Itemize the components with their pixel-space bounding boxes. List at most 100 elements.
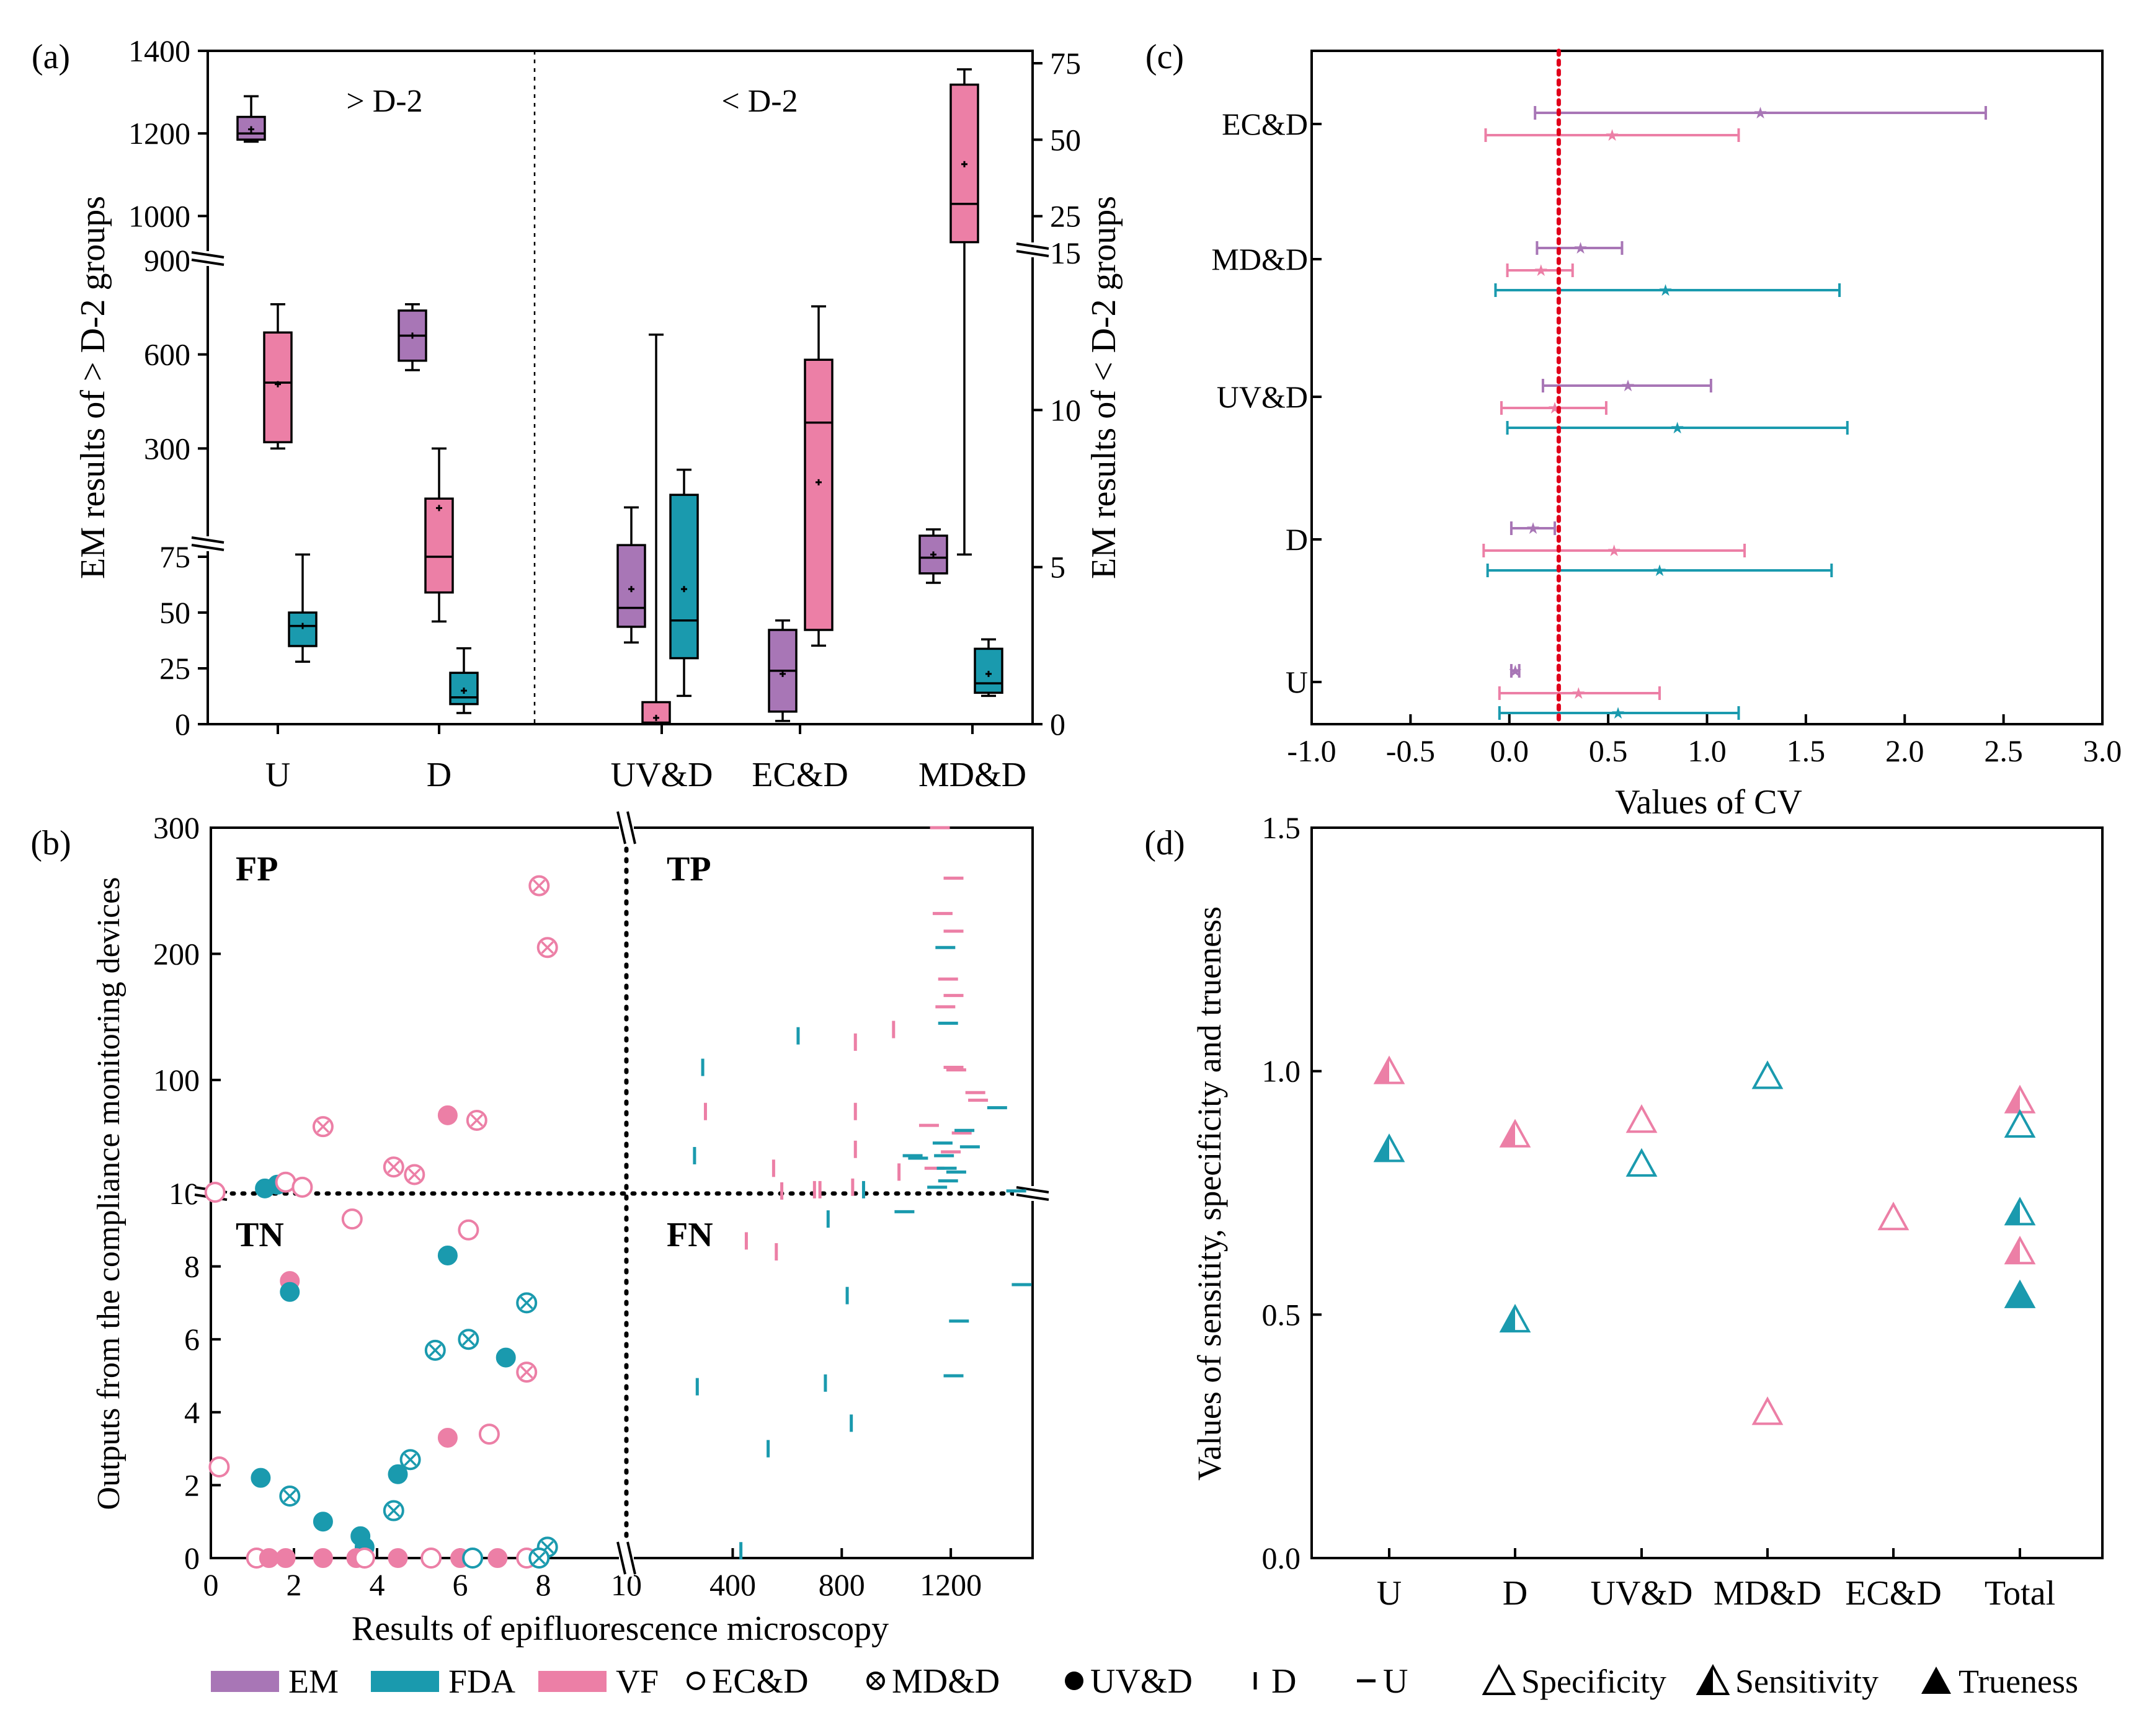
panel-a-label: (a) bbox=[32, 38, 70, 76]
errorbar-UV&D-VF: ★ bbox=[1500, 399, 1607, 417]
errorbar-U-FDA: ★ bbox=[1498, 704, 1740, 722]
legend-label-d: D bbox=[1271, 1662, 1296, 1701]
axis-a-x-tick-label: MD&D bbox=[918, 756, 1026, 794]
errorbar-mean-star: ★ bbox=[1658, 281, 1673, 299]
legend-label-ecd: EC&D bbox=[712, 1662, 809, 1701]
axis-d-x-tick-label: Total bbox=[1985, 1574, 2055, 1613]
marker-cross-2 bbox=[387, 1161, 401, 1174]
metric-point-U-VF-sensitivity bbox=[1373, 1055, 1405, 1084]
panel-c-label: (c) bbox=[1145, 38, 1184, 76]
legend-label-vf: VF bbox=[616, 1663, 659, 1700]
scatter-point-UVD-FDA bbox=[251, 1468, 271, 1488]
axis-d-y-title: Values of sensitity, specificity and tru… bbox=[1191, 906, 1228, 1481]
errorbar-mean-star: ★ bbox=[1508, 662, 1523, 680]
box-iqr bbox=[424, 497, 454, 594]
axis-a-left-tick-label: 300 bbox=[144, 431, 190, 466]
axis-a-right-break-slash-2 bbox=[1016, 250, 1049, 257]
axis-a-left-break-2-slash-2 bbox=[191, 259, 225, 266]
axis-a-left-break-1-slash-2 bbox=[191, 544, 225, 551]
box-UV&D-VF bbox=[641, 333, 671, 725]
scatter-point-MDD-VF bbox=[536, 937, 558, 959]
marker-cross-2 bbox=[462, 1332, 475, 1346]
errorbar-MD&D-VF: ★ bbox=[1506, 262, 1574, 280]
scatter-point-ECD-VF bbox=[208, 1456, 230, 1477]
box-iqr bbox=[804, 358, 834, 631]
scatter-point-MDD-VF bbox=[516, 1362, 538, 1383]
axis-a-x-tick-label: UV&D bbox=[611, 756, 713, 794]
errorbar-D-VF: ★ bbox=[1482, 542, 1746, 560]
scatter-point-MDD-FDA bbox=[279, 1486, 301, 1507]
axis-a-right-tick-label: 15 bbox=[1050, 236, 1081, 270]
scatter-point-ECD-VF bbox=[341, 1208, 363, 1230]
panel-c: (c) -1.0 -0.5 0.0 0.5 1.0 1.5 2.0 2.5 3.0 Values o… bbox=[1145, 38, 2122, 822]
marker-cross-2 bbox=[869, 1675, 882, 1687]
axis-a-left-tick-label: 600 bbox=[144, 337, 190, 372]
axis-d-x-tick-label: EC&D bbox=[1845, 1574, 1942, 1613]
quadrant-label-fn: FN bbox=[667, 1216, 713, 1254]
axis-c-x-tick-label: 2.5 bbox=[1984, 733, 2023, 768]
axis-b-bottom-break-slash-2 bbox=[626, 1541, 636, 1575]
axis-b-y-tick-label: 2 bbox=[184, 1468, 200, 1502]
axis-d-x-tick-label: U bbox=[1377, 1574, 1402, 1613]
scatter-point-UVD-FDA bbox=[280, 1282, 300, 1302]
axis-c-x-tick-label: 2.0 bbox=[1885, 733, 1924, 768]
axis-b-right-break bbox=[1014, 1186, 1051, 1201]
scatter-point-MDD-FDA bbox=[516, 1292, 538, 1314]
errorbar-U-VF: ★ bbox=[1498, 684, 1661, 702]
axis-b-right-break-slash-2 bbox=[1016, 1194, 1049, 1201]
errorbar-mean-star: ★ bbox=[1605, 126, 1619, 144]
legend-label-uvd: UV&D bbox=[1090, 1662, 1193, 1701]
axis-a-left-tick-label: 1200 bbox=[128, 116, 190, 151]
box-iqr bbox=[974, 647, 1003, 694]
errorbar-EC&D-VF: ★ bbox=[1484, 126, 1740, 144]
marker-half-fill bbox=[2006, 1087, 2020, 1112]
axis-b-y-title: Outputs from the compliance monitoring d… bbox=[91, 877, 127, 1510]
marker-cross-2 bbox=[408, 1168, 421, 1181]
axis-c-y-tick-label: U bbox=[1286, 665, 1308, 699]
legend-label-fda: FDA bbox=[448, 1663, 515, 1700]
axis-d-y-tick-label: 1.5 bbox=[1262, 810, 1301, 845]
axis-a-x-tick-label: U bbox=[265, 756, 290, 794]
axis-a-right-break-slash-1 bbox=[1016, 242, 1049, 250]
scatter-point-MDD-FDA bbox=[383, 1500, 404, 1521]
box-UV&D-EM bbox=[616, 506, 646, 644]
scatter-point-UVD-VF bbox=[313, 1548, 333, 1568]
box-D-EM bbox=[398, 303, 427, 371]
axis-b-y-tick-label: 0 bbox=[184, 1541, 200, 1575]
errorbar-mean-star: ★ bbox=[1607, 542, 1621, 560]
axis-d-x-tick-label: D bbox=[1503, 1574, 1527, 1613]
errorbar-EC&D-EM: ★ bbox=[1534, 104, 1987, 122]
panel-c-frame bbox=[1310, 50, 2104, 725]
box-U-FDA bbox=[288, 553, 318, 663]
legend-label-em: EM bbox=[288, 1663, 339, 1700]
axis-d-y-tick-label: 1.0 bbox=[1262, 1054, 1301, 1089]
legend-label-u: U bbox=[1383, 1662, 1408, 1701]
legend-label-mdd: MD&D bbox=[892, 1662, 1000, 1701]
axis-b-bottom-break bbox=[616, 1539, 636, 1577]
scatter-point-UVD-FDA bbox=[313, 1512, 333, 1532]
legend: EM FDA VF EC&D MD&D UV&D D U Specificity Sensitiv… bbox=[211, 1662, 2078, 1701]
axis-b-y-tick-label: 100 bbox=[153, 1063, 200, 1097]
axis-b-y-tick-label: 300 bbox=[153, 810, 200, 845]
scatter-point-UVD-FDA bbox=[437, 1245, 458, 1265]
box-iqr bbox=[263, 331, 293, 443]
axis-a-left-tick-label: 75 bbox=[159, 539, 190, 574]
axis-b-x-title: Results of epifluorescence microscopy bbox=[352, 1610, 889, 1648]
errorbar-D-EM: ★ bbox=[1510, 520, 1557, 538]
panel-d-label: (d) bbox=[1144, 824, 1185, 862]
box-D-FDA bbox=[449, 647, 479, 714]
box-EC&D-EM bbox=[768, 619, 798, 722]
axis-c-y-tick-label: EC&D bbox=[1222, 107, 1308, 141]
legend-swatch-vf bbox=[538, 1671, 607, 1692]
panel-b-label: (b) bbox=[30, 824, 71, 862]
legend-metric-trueness bbox=[1921, 1667, 1951, 1694]
metric-point-MDD-FDA-specificity bbox=[1751, 1060, 1784, 1089]
errorbar-UV&D-FDA: ★ bbox=[1506, 419, 1849, 437]
axis-c-x-tick-label: -1.0 bbox=[1287, 733, 1336, 768]
axis-b-x-tick-label: 2 bbox=[287, 1567, 302, 1602]
quadrant-label-tn: TN bbox=[236, 1216, 284, 1254]
errorbar-mean-star: ★ bbox=[1611, 704, 1625, 722]
marker-cross-2 bbox=[533, 1551, 546, 1565]
axis-a-left-break-1-slash-1 bbox=[191, 536, 225, 544]
